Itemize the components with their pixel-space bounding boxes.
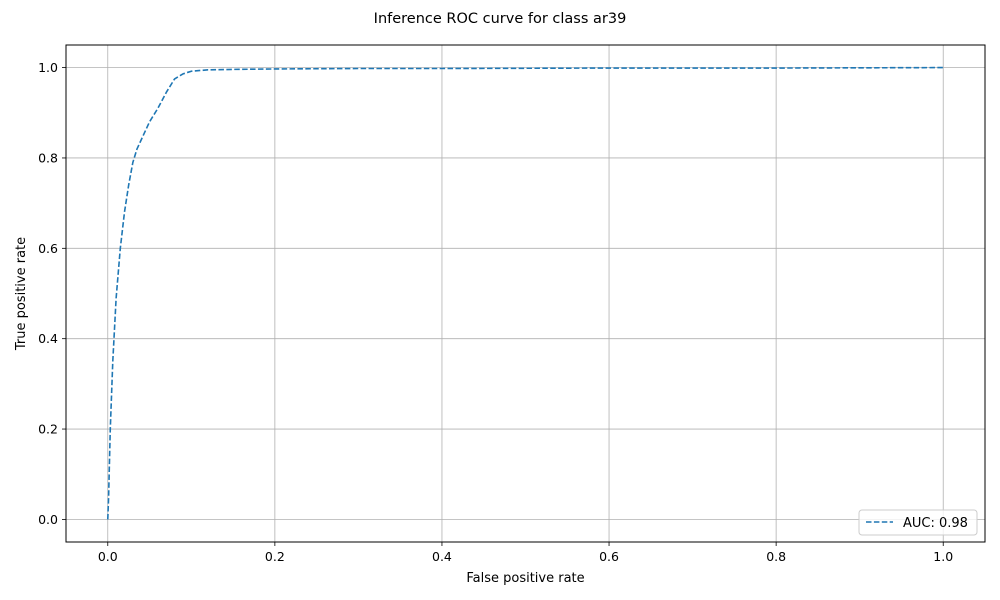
x-tick-label: 0.4 [432,549,452,564]
x-axis-label: False positive rate [466,571,584,586]
y-tick-label: 0.2 [38,422,58,437]
grid-lines [66,45,985,542]
series-layer [106,66,944,520]
y-tick-label: 0.6 [38,241,58,256]
x-tick-label: 1.0 [933,549,953,564]
ticks-layer: 0.0 0.2 0.4 0.6 0.8 1.0 0.0 0.2 0.4 0.6 0.8 1.0 [38,60,953,564]
plot-frame [65,44,986,543]
roc-curve-line [106,66,944,520]
chart-title: Inference ROC curve for class ar39 [374,11,627,27]
y-tick-label: 1.0 [38,60,58,75]
y-tick-label: 0.0 [38,512,58,527]
y-tick-label: 0.4 [38,331,58,346]
x-tick-label: 0.2 [265,549,285,564]
y-tick-label: 0.8 [38,150,58,165]
y-axis-label: True positive rate [14,237,29,351]
x-tick-label: 0.0 [98,549,118,564]
x-tick-label: 0.8 [766,549,786,564]
legend-box [858,509,978,536]
x-tick-label: 0.6 [599,549,619,564]
legend-label: AUC: 0.98 [903,516,968,531]
legend: AUC: 0.98 [858,509,978,536]
